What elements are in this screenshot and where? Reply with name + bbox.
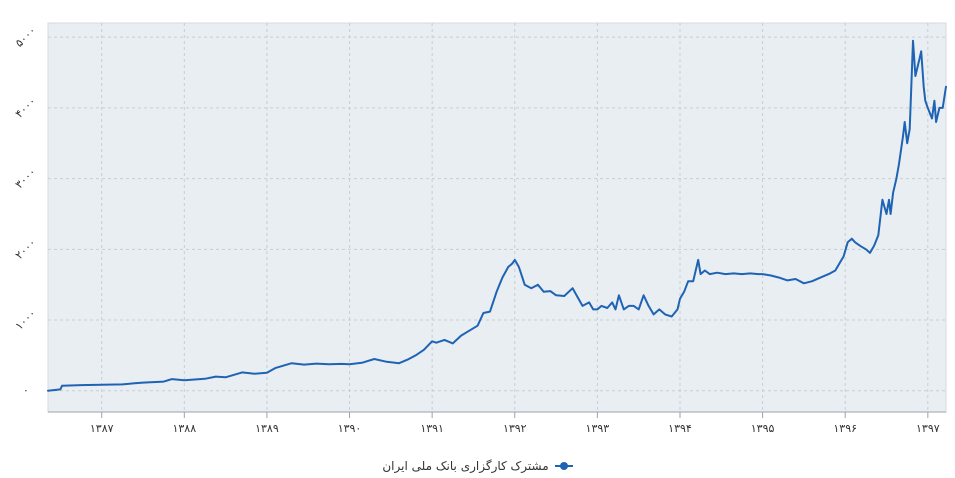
legend-label: مشترک کارگزاری بانک ملی ایران: [382, 459, 549, 473]
y-axis-tick-labels: ۰ ۱۰۰۰ ۲۰۰۰ ۳۰۰۰ ۴۰۰۰ ۵۰۰۰: [13, 24, 39, 397]
y-tick-label: ۳۰۰۰: [13, 165, 39, 191]
x-tick-label: ۱۳۹۰: [338, 422, 362, 435]
x-tick-label: ۱۳۹۷: [916, 422, 940, 435]
legend[interactable]: مشترک کارگزاری بانک ملی ایران: [0, 456, 955, 476]
x-axis-ticks: [101, 412, 929, 418]
x-tick-label: ۱۳۹۶: [833, 422, 857, 435]
x-axis-tick-labels: ۱۳۸۷ ۱۳۸۸ ۱۳۸۹ ۱۳۹۰ ۱۳۹۱ ۱۳۹۲ ۱۳۹۳ ۱۳۹۴ ۱۳۹۵ ۱۳۹۶…: [90, 422, 940, 435]
x-tick-label: ۱۳۹۳: [586, 422, 610, 435]
y-tick-label: ۰: [19, 384, 32, 397]
x-tick-label: ۱۳۸۸: [172, 422, 196, 435]
y-tick-label: ۴۰۰۰: [13, 95, 39, 121]
y-tick-label: ۵۰۰۰: [13, 24, 39, 50]
x-gridlines: [101, 23, 929, 412]
y-tick-label: ۲۰۰۰: [13, 236, 39, 262]
plot-area: [47, 22, 947, 413]
circle-line-marker-icon: [554, 462, 573, 470]
x-tick-label: ۱۳۹۲: [503, 422, 527, 435]
y-tick-label: ۱۰۰۰: [13, 307, 39, 333]
x-tick-label: ۱۳۸۹: [255, 422, 279, 435]
series-line: [47, 39, 947, 392]
x-tick-label: ۱۳۹۱: [420, 422, 444, 435]
x-tick-label: ۱۳۸۷: [90, 422, 114, 435]
x-tick-label: ۱۳۹۴: [668, 422, 692, 435]
x-tick-label: ۱۳۹۵: [751, 422, 775, 435]
series-group: [47, 39, 947, 392]
